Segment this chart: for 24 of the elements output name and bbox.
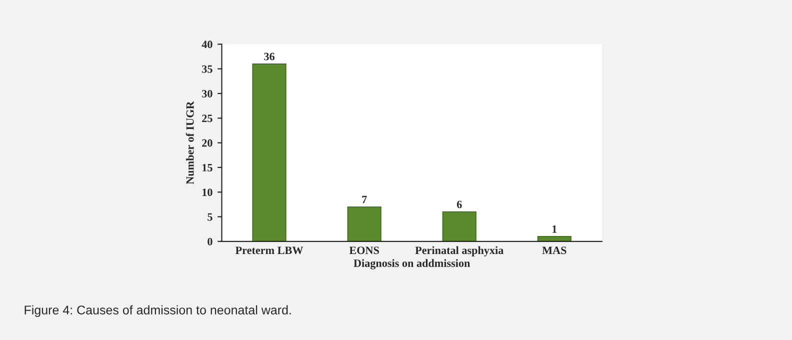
y-tick-label: 25 [202, 114, 212, 122]
y-tick-label: 15 [202, 164, 212, 172]
y-tick-label: 40 [202, 40, 212, 48]
data-label: 1 [552, 225, 557, 233]
y-tick-label: 35 [202, 65, 212, 73]
caption: Figure 4: Causes of admission to neonatal ward. [24, 305, 291, 317]
y-tick-label: 0 [208, 238, 212, 246]
bar [537, 236, 572, 242]
data-label: 36 [264, 52, 275, 60]
x-tick-label: EONS [349, 246, 379, 254]
y-tick-label: 10 [202, 188, 212, 196]
y-axis-title: Number of IUGR [186, 101, 194, 184]
x-tick-label: Perinatal asphyxia [415, 246, 504, 256]
bar [252, 64, 286, 242]
x-tick-label: MAS [542, 246, 566, 254]
x-tick-label: Preterm LBW [235, 246, 304, 254]
y-tick-label: 5 [208, 213, 212, 221]
y-tick-label: 30 [202, 90, 212, 98]
y-tick-label: 20 [202, 139, 212, 147]
data-label: 7 [362, 196, 367, 204]
bar [442, 211, 476, 242]
x-axis-title: Diagnosis on addmission [354, 259, 470, 270]
bar [347, 206, 382, 242]
data-label: 6 [456, 200, 462, 208]
